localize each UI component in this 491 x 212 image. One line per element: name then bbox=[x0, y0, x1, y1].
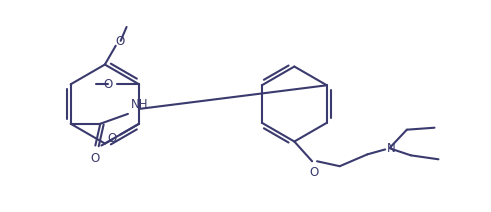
Text: O: O bbox=[103, 78, 112, 91]
Text: O: O bbox=[91, 152, 100, 165]
Text: NH: NH bbox=[131, 98, 148, 111]
Text: O: O bbox=[115, 35, 124, 48]
Text: O: O bbox=[107, 132, 116, 145]
Text: O: O bbox=[309, 166, 319, 179]
Text: N: N bbox=[387, 142, 396, 155]
